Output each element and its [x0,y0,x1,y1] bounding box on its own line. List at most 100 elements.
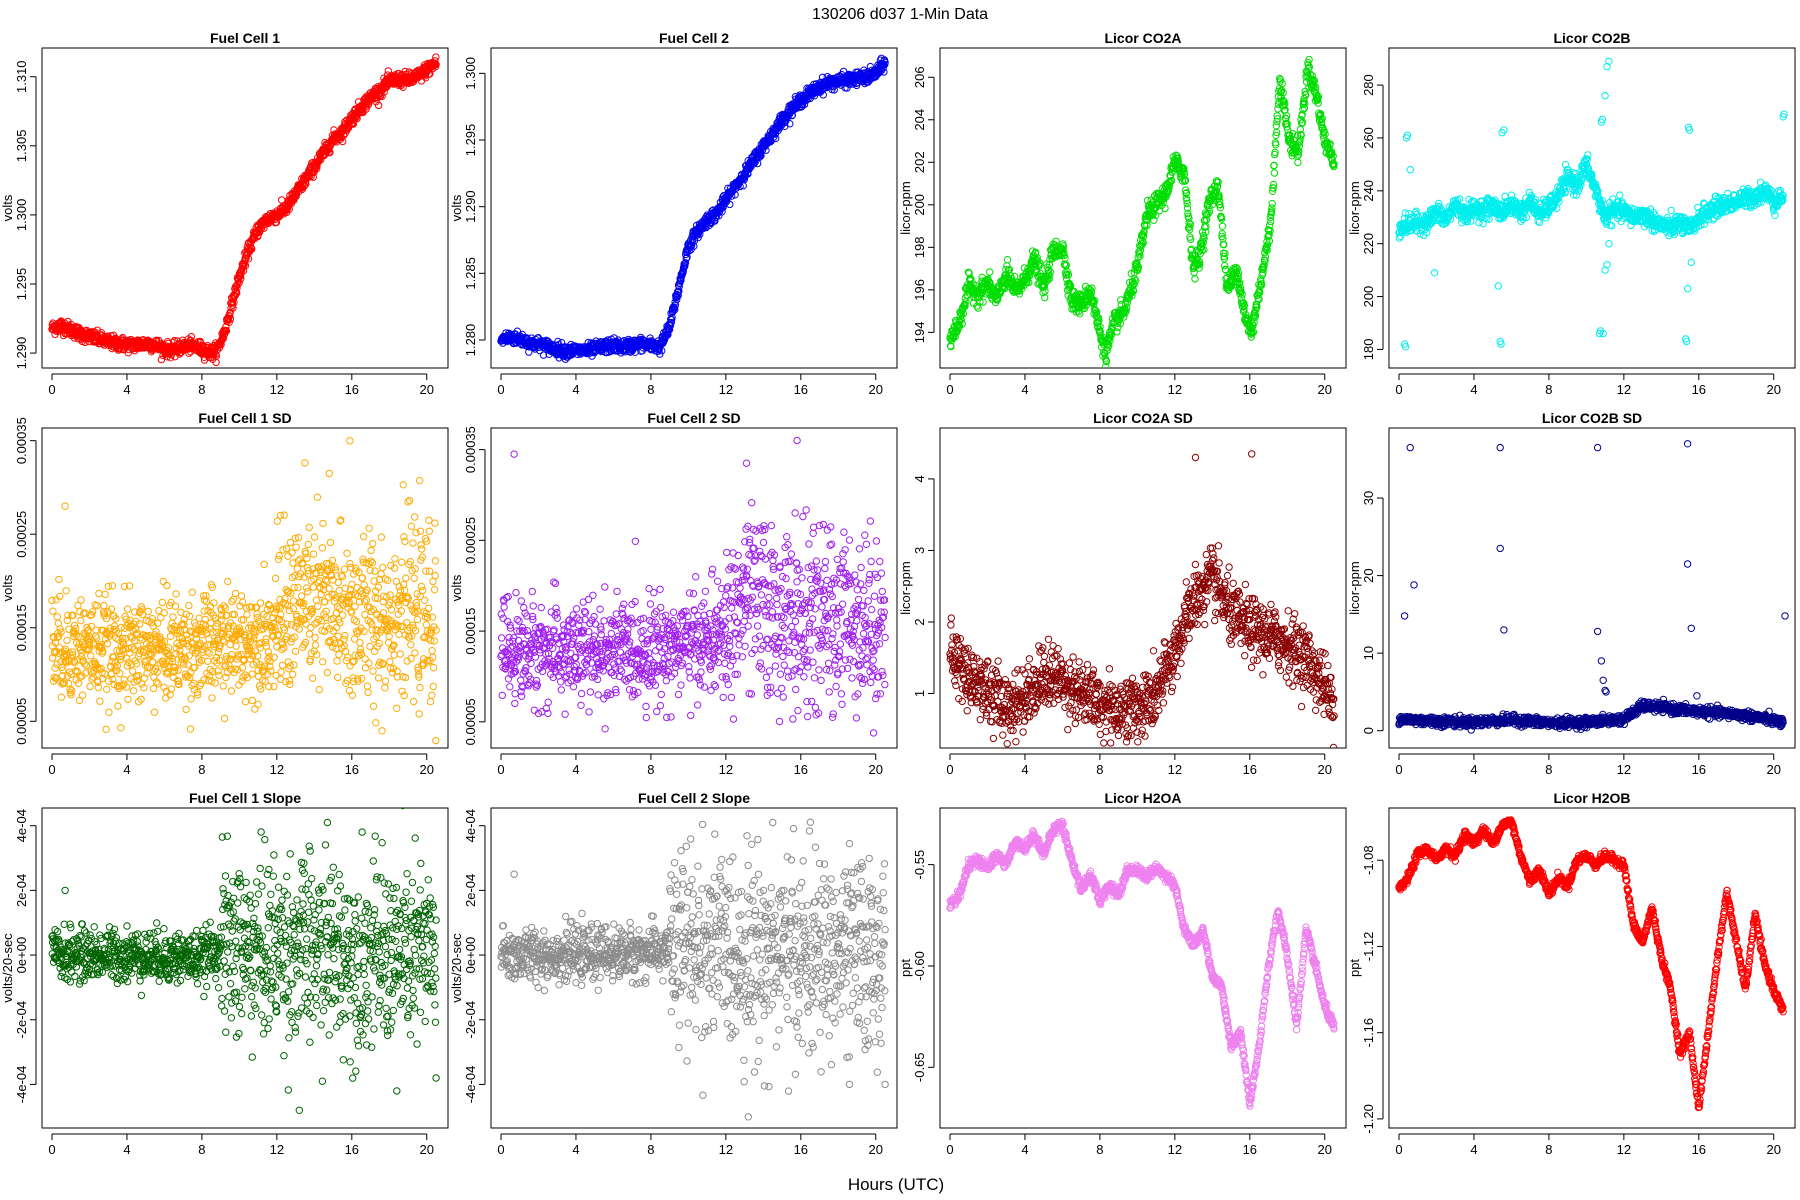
data-point [1317,115,1325,124]
data-point [1194,256,1202,264]
y-axis-label: licor-ppm [1347,181,1362,234]
data-point [1279,96,1287,105]
panel-title: Licor CO2A [1104,30,1181,46]
data-point [1253,303,1261,311]
y-tick-label: 1.295 [14,268,29,301]
data-point [1200,245,1208,254]
plot-frame [1388,47,1796,369]
data-point [1134,253,1142,262]
y-tick-label: 1.295 [463,124,478,157]
data-point [222,327,231,335]
data-point [1238,290,1246,298]
data-point [947,336,956,345]
y-tick-label: 202 [912,151,927,173]
data-point [1130,280,1138,289]
data-point [1202,228,1210,236]
data-point [1295,147,1303,156]
data-point [1226,281,1235,289]
data-point [1143,196,1152,205]
x-tick-label: 8 [1096,382,1103,397]
data-point [1282,115,1290,123]
data-point [1063,267,1071,276]
data-point [1087,288,1096,296]
data-point [1128,281,1136,290]
data-point [1435,199,1443,208]
data-point [1218,222,1227,231]
data-point [1282,112,1291,120]
data-point [1213,182,1222,191]
data-point [1272,128,1281,137]
data-point [1122,304,1131,312]
data-point [1221,249,1229,258]
y-tick-label: 200 [1361,286,1376,308]
data-point [1268,204,1276,212]
data-point [1294,158,1302,167]
x-tick-label: 4 [123,382,130,397]
data-point [1046,272,1054,280]
data-point [1184,224,1193,232]
x-tick-label: 20 [420,382,434,397]
data-point [1199,235,1207,244]
data-point [1283,123,1291,131]
data-point [1127,269,1136,278]
data-point [1294,151,1303,159]
data-point [1274,92,1282,101]
data-point [1577,180,1585,189]
data-point [1273,115,1282,123]
data-point [1300,104,1309,112]
data-point [1310,87,1318,96]
y-tick-label: 204 [912,109,927,131]
data-point [1270,169,1279,177]
data-point [1455,195,1464,203]
data-point [432,53,440,61]
data-point [675,283,683,291]
data-point [1182,189,1191,197]
data-point [1041,287,1049,295]
data-point [1517,217,1525,226]
data-point [1045,261,1054,269]
data-point [1116,319,1125,328]
data-point [967,275,975,283]
data-point [1269,180,1278,189]
figure-xlabel: Hours (UTC) [848,1175,944,1194]
data-point [241,261,250,270]
data-point [1045,275,1053,283]
data-point [1300,94,1308,103]
plot-frame [939,47,1347,369]
data-point [958,320,966,328]
data-point [1114,323,1122,332]
data-point [671,305,679,314]
data-point [1174,157,1182,166]
data-point [1298,118,1307,127]
data-point [1267,217,1275,226]
data-point [1260,261,1268,269]
data-point [1122,307,1130,315]
y-tick-label: 1.280 [463,324,478,357]
data-point [1301,87,1309,96]
y-tick-label: 198 [912,236,927,258]
data-point [1150,216,1158,224]
data-point [1249,328,1258,336]
data-point [1136,247,1145,255]
data-point [247,243,255,252]
data-point [665,326,674,334]
data-point [1066,282,1075,290]
data-point [1188,251,1197,259]
data-point [1167,172,1175,180]
data-point [1042,260,1051,268]
data-point [1616,191,1624,199]
data-point [1082,301,1091,309]
data-point [1036,259,1044,267]
x-tick-label: 20 [1318,382,1332,397]
data-point [1272,131,1280,140]
data-point [974,304,982,312]
x-tick-label: 16 [345,382,359,397]
x-tick-label: 12 [1168,382,1182,397]
data-point [1261,256,1269,265]
data-point [1330,162,1338,171]
data-point [800,100,809,109]
data-point [1003,256,1012,264]
data-point [1117,296,1125,304]
data-point [879,64,887,72]
